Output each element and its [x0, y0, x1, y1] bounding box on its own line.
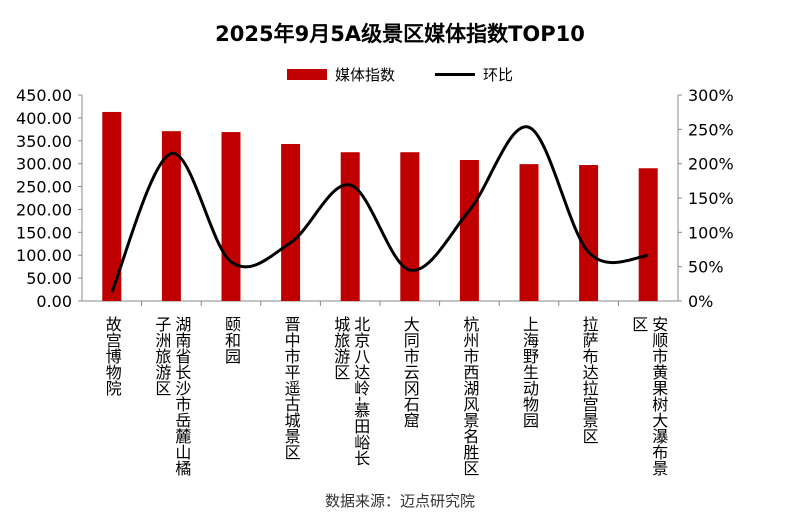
left-tick-label: 250.00 — [16, 178, 72, 197]
legend-swatch-line — [435, 73, 475, 76]
x-tick-label: 颐和园 — [222, 316, 241, 364]
x-tick-label: 拉萨布达拉宫景区 — [579, 316, 599, 444]
line-series — [110, 125, 649, 293]
x-tick-label: 北京八达岭-慕田峪长城旅游区 — [331, 316, 371, 466]
x-tick-label: 上海野生动物园 — [520, 316, 539, 428]
left-tick-label: 200.00 — [16, 200, 72, 219]
left-tick-label: 0.00 — [36, 292, 72, 311]
x-tick-label: 大同市云冈石窟 — [400, 316, 420, 428]
right-tick-label: 250% — [688, 120, 734, 139]
left-tick-label: 150.00 — [16, 223, 72, 242]
bar — [161, 131, 181, 301]
x-tick-label: 晋中市平遥古城景区 — [281, 316, 301, 460]
right-tick-label: 100% — [688, 223, 734, 242]
left-tick-label: 450.00 — [16, 86, 72, 105]
bar — [281, 143, 301, 301]
source-note: 数据来源：迈点研究院 — [324, 492, 475, 510]
x-tick-label: 安顺市黄果树大瀑布景区 — [629, 316, 669, 476]
right-tick-label: 50% — [688, 258, 724, 277]
bar — [400, 152, 420, 301]
legend-label-bar: 媒体指数 — [334, 66, 395, 84]
right-tick-label: 0% — [688, 292, 713, 311]
legend-item-line: 环比 — [435, 64, 513, 85]
bar — [221, 132, 241, 301]
left-tick-label: 100.00 — [16, 246, 72, 265]
right-tick-label: 200% — [688, 155, 734, 174]
legend-swatch-bar — [286, 69, 327, 80]
bar — [519, 164, 539, 301]
bar — [579, 165, 599, 301]
bar — [340, 152, 360, 301]
right-tick-label: 150% — [688, 189, 734, 208]
x-tick-label: 故宫博物院 — [102, 316, 122, 396]
left-tick-label: 350.00 — [16, 132, 72, 151]
legend-item-bar: 媒体指数 — [286, 64, 395, 85]
legend-label-line: 环比 — [483, 66, 514, 84]
right-tick-label: 300% — [688, 86, 734, 105]
x-tick-label: 杭州市西湖风景名胜区 — [460, 316, 480, 476]
left-tick-label: 400.00 — [16, 109, 72, 128]
bar — [459, 160, 479, 301]
legend: 媒体指数 环比 — [0, 64, 800, 85]
left-tick-label: 300.00 — [16, 155, 72, 174]
bar — [102, 111, 122, 301]
left-tick-label: 50.00 — [26, 269, 72, 288]
chart-title: 2025年9月5A级景区媒体指数TOP10 — [215, 22, 585, 46]
x-tick-label: 湖南省长沙市岳麓山橘子洲旅游区 — [152, 316, 192, 476]
bar — [638, 168, 658, 301]
